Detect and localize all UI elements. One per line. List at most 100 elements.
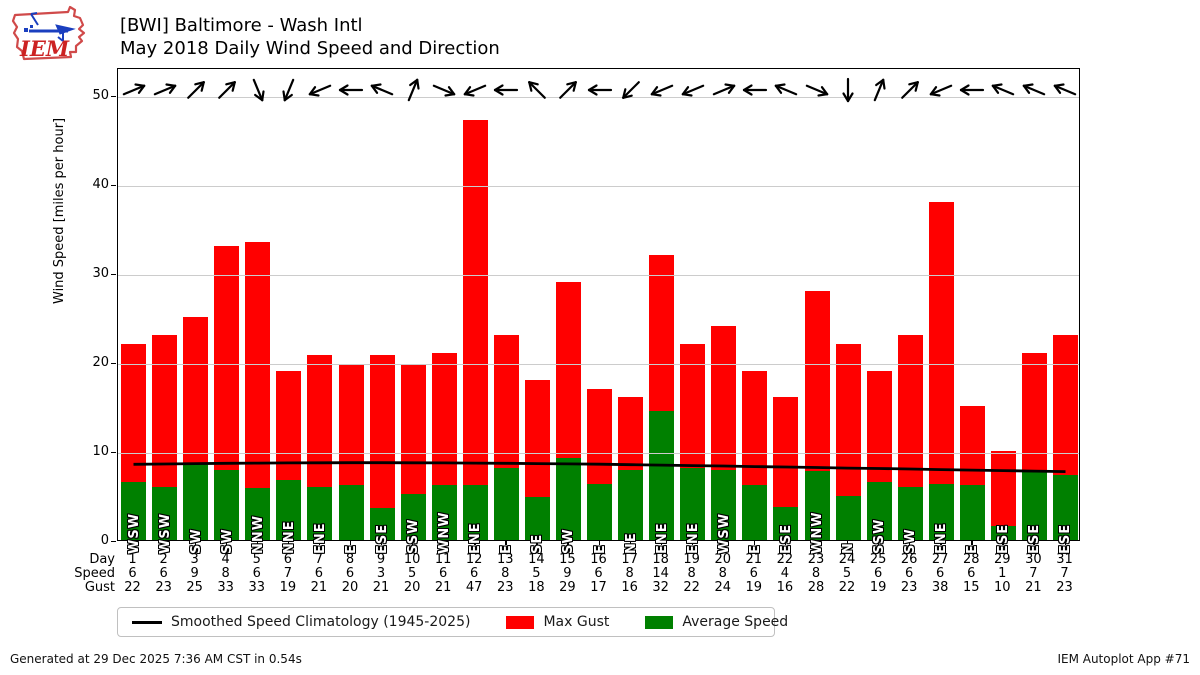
climatology-line-swatch-icon bbox=[132, 620, 162, 624]
speed-value: 9 bbox=[563, 566, 572, 581]
wind-arrow-shape bbox=[873, 78, 886, 102]
wind-arrow-shape bbox=[901, 81, 920, 99]
speed-value: 6 bbox=[128, 566, 137, 581]
wind-arrow-shape bbox=[842, 77, 854, 103]
wind-arrow-line bbox=[681, 93, 693, 97]
wind-arrow-line bbox=[724, 83, 736, 87]
wind-arrow-icon bbox=[929, 84, 953, 97]
wind-arrow-shape bbox=[252, 78, 265, 102]
bar-average-speed bbox=[835, 496, 861, 540]
day-number: 12 bbox=[465, 552, 483, 567]
speed-value: 5 bbox=[532, 566, 541, 581]
wind-arrow-icon bbox=[842, 77, 854, 103]
bar-max-gust bbox=[214, 246, 240, 470]
wind-arrow-line bbox=[842, 92, 850, 103]
wind-arrow-icon bbox=[494, 84, 519, 96]
wind-arrow-line bbox=[308, 93, 320, 97]
bar-average-speed bbox=[214, 469, 240, 540]
x-tick bbox=[691, 541, 694, 545]
day-number: 15 bbox=[559, 552, 576, 567]
bar-max-gust bbox=[1021, 352, 1047, 472]
wind-arrow-line bbox=[882, 78, 886, 90]
legend-label-max-gust: Max Gust bbox=[543, 614, 610, 630]
day-number: 14 bbox=[528, 552, 545, 567]
wind-arrow-icon bbox=[873, 78, 886, 102]
bar-average-speed bbox=[493, 467, 519, 540]
wind-arrow-line bbox=[463, 84, 487, 96]
y-tick-label: 30 bbox=[92, 265, 109, 281]
wind-arrow-shape bbox=[992, 83, 1015, 96]
wind-arrow-line bbox=[901, 81, 920, 99]
x-tick bbox=[443, 541, 445, 545]
wind-arrow-icon bbox=[338, 84, 364, 96]
day-number: 25 bbox=[869, 552, 887, 567]
wind-direction-label: ENE bbox=[654, 522, 670, 554]
x-row-header-day: Day bbox=[89, 552, 115, 567]
x-tick bbox=[381, 541, 383, 545]
wind-arrow-line bbox=[914, 81, 920, 92]
wind-direction-label: SE bbox=[530, 533, 546, 554]
speed-value: 8 bbox=[811, 566, 821, 581]
generated-timestamp: Generated at 29 Dec 2025 7:36 AM CST in … bbox=[10, 652, 302, 666]
speed-value: 9 bbox=[190, 566, 199, 581]
bar-max-gust bbox=[618, 397, 644, 470]
gust-value: 20 bbox=[403, 580, 421, 595]
bar-average-speed bbox=[990, 525, 1016, 540]
wind-direction-label: SW bbox=[561, 528, 577, 554]
gust-value: 28 bbox=[807, 580, 825, 595]
climatology-line bbox=[133, 461, 1066, 473]
speed-value: 5 bbox=[407, 566, 417, 581]
x-tick bbox=[536, 541, 538, 545]
x-tick bbox=[132, 541, 134, 545]
wind-arrow-line bbox=[681, 86, 689, 96]
wind-direction-label: ESE bbox=[996, 523, 1012, 554]
wind-arrow-icon bbox=[463, 84, 487, 97]
gust-value: 25 bbox=[186, 580, 203, 595]
gridline bbox=[118, 96, 1079, 98]
wind-arrow-icon bbox=[992, 83, 1015, 96]
bar-max-gust bbox=[524, 379, 550, 498]
day-number: 31 bbox=[1056, 552, 1073, 567]
wind-arrow-line bbox=[338, 84, 349, 92]
wind-arrow-shape bbox=[1054, 83, 1077, 96]
speed-value: 7 bbox=[1060, 566, 1069, 581]
gust-value: 23 bbox=[1056, 580, 1073, 595]
wind-arrow-icon bbox=[774, 83, 798, 96]
bar-max-gust bbox=[773, 397, 799, 507]
wind-arrow-shape bbox=[805, 84, 829, 97]
gust-value: 15 bbox=[963, 580, 980, 595]
bar-max-gust bbox=[928, 201, 954, 484]
gust-value: 21 bbox=[434, 580, 452, 595]
day-number: 27 bbox=[931, 552, 949, 567]
speed-value: 4 bbox=[780, 566, 790, 581]
iowa-outline-icon bbox=[11, 5, 86, 61]
wind-arrow-line bbox=[929, 93, 941, 97]
wind-arrow-line bbox=[1023, 84, 1046, 96]
day-number: 4 bbox=[221, 552, 230, 567]
bar-average-speed bbox=[928, 483, 954, 540]
wind-arrow-icon bbox=[1054, 83, 1077, 96]
bar-average-speed bbox=[649, 410, 675, 540]
wind-direction-label: E bbox=[747, 544, 763, 554]
wind-arrow-line bbox=[1054, 84, 1077, 96]
gust-value: 21 bbox=[372, 580, 390, 595]
wind-arrow-line bbox=[494, 84, 504, 92]
bar-max-gust bbox=[711, 326, 737, 470]
bar-max-gust bbox=[959, 406, 985, 485]
gust-value: 21 bbox=[310, 580, 328, 595]
gridline bbox=[118, 274, 1079, 276]
x-row-header-speed: Speed bbox=[74, 566, 115, 581]
wind-arrow-line bbox=[587, 88, 598, 96]
bar-average-speed bbox=[307, 486, 333, 540]
x-tick bbox=[784, 541, 787, 545]
bar-average-speed bbox=[555, 458, 581, 540]
bar-max-gust bbox=[804, 290, 830, 472]
wind-arrow-icon bbox=[650, 84, 673, 97]
iem-logo-text: IEM bbox=[19, 36, 70, 61]
day-number: 30 bbox=[1025, 552, 1042, 567]
speed-value: 6 bbox=[749, 566, 758, 581]
x-tick bbox=[412, 541, 414, 545]
wind-arrow-shape bbox=[463, 84, 487, 97]
gust-value: 24 bbox=[714, 580, 732, 595]
day-number: 10 bbox=[403, 552, 421, 567]
